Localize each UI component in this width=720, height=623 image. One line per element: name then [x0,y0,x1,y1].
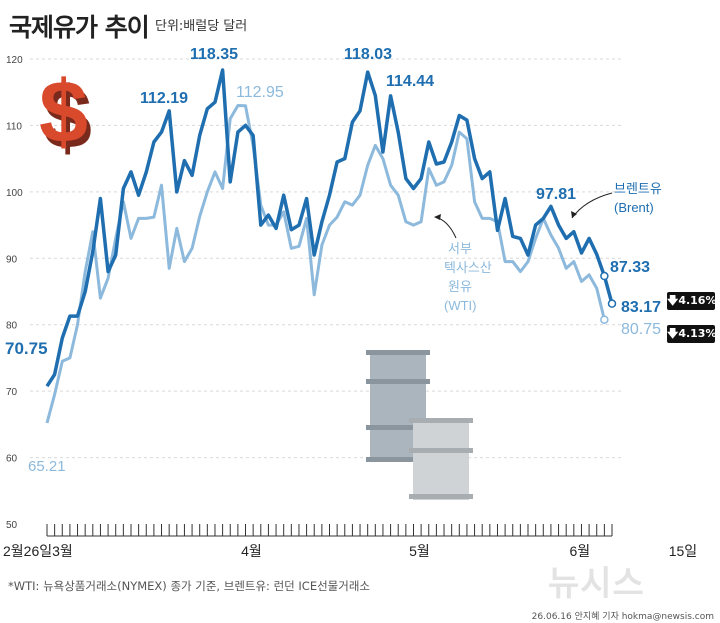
annotation-brent-114-44: 114.44 [386,73,434,90]
y-tick-label: 110 [6,121,22,132]
y-tick-label: 120 [6,55,23,66]
annotation-brent-118-03: 118.03 [344,46,392,63]
wti-change-value: 4.13% [678,327,717,340]
brent-prev-point [600,271,609,281]
y-tick-label: 70 [6,387,18,398]
annotation-brent-start: 70.75 [5,339,48,358]
chart-title: 국제유가 추이 [9,13,150,42]
annotation-brent-112-19: 112.19 [140,90,188,107]
legend-wti-line4: (WTI) [444,298,476,313]
oil-barrel-icon [366,350,473,500]
x-tick-label: 6월 [569,543,590,559]
annotation-brent-118-35: 118.35 [190,46,238,63]
annotation-wti-start: 65.21 [28,458,66,475]
newsis-logo: 뉴시스 [548,564,645,604]
x-tick-label: 5월 [409,543,430,559]
brent-pointer [571,192,613,219]
wti-pointer [434,216,457,239]
series-lines [45,68,614,424]
credit-line: 26.06.16 안지혜 기자 hokma@newsis.com [531,612,714,622]
x-tick-label: 3월 [52,543,73,559]
annotation-wti-112-95: 112.95 [236,84,284,101]
dollar-icon: $ $ [39,62,92,167]
legend-brent-code: (Brent) [614,200,654,215]
x-tick-label: 15일 [669,543,697,559]
x-tick-label: 2월26일 [3,543,52,559]
annotation-wti-80-75: 80.75 [621,321,661,338]
wti-change-badge: 🡇4.13% [667,325,717,343]
legend-brent-name: 브렌트유 [614,181,662,196]
brent-line [45,68,614,388]
legend-wti-line1: 서부 [448,241,472,256]
down-arrow-icon: 🡇 [667,327,679,340]
svg-text:$: $ [43,68,92,167]
wti-line [45,104,606,424]
x-axis: 2월26일 3월 4월 5월 6월 15일 [3,524,697,559]
y-axis: 50 60 70 80 90 100 110 120 [6,55,23,531]
legend-wti-line2: 텍사스산 [444,260,492,275]
wti-end-point [600,315,609,324]
annotation-brent-83-17: 83.17 [621,299,661,316]
y-tick-label: 90 [6,254,18,265]
y-tick-label: 100 [6,188,23,199]
annotation-brent-87-33: 87.33 [610,259,650,276]
end-points [600,271,617,324]
annotation-brent-97-81: 97.81 [536,186,576,203]
brent-change-badge: 🡇4.16% [667,292,717,310]
svg-text:$: $ [39,62,88,161]
down-arrow-icon: 🡇 [667,294,679,307]
brent-change-value: 4.16% [678,294,717,307]
y-tick-label: 60 [6,454,18,465]
legend-wti-line3: 원유 [448,279,472,294]
grid [30,58,622,459]
brent-end-point [607,299,617,308]
footnote: *WTI: 뉴욕상품거래소(NYMEX) 종가 기준, 브렌트유: 런던 ICE… [8,579,370,593]
unit-label: 단위:배럴당 달러 [155,19,248,34]
y-tick-label: 80 [6,321,18,332]
y-tick-label: 50 [6,520,18,531]
x-tick-label: 4월 [241,543,262,559]
